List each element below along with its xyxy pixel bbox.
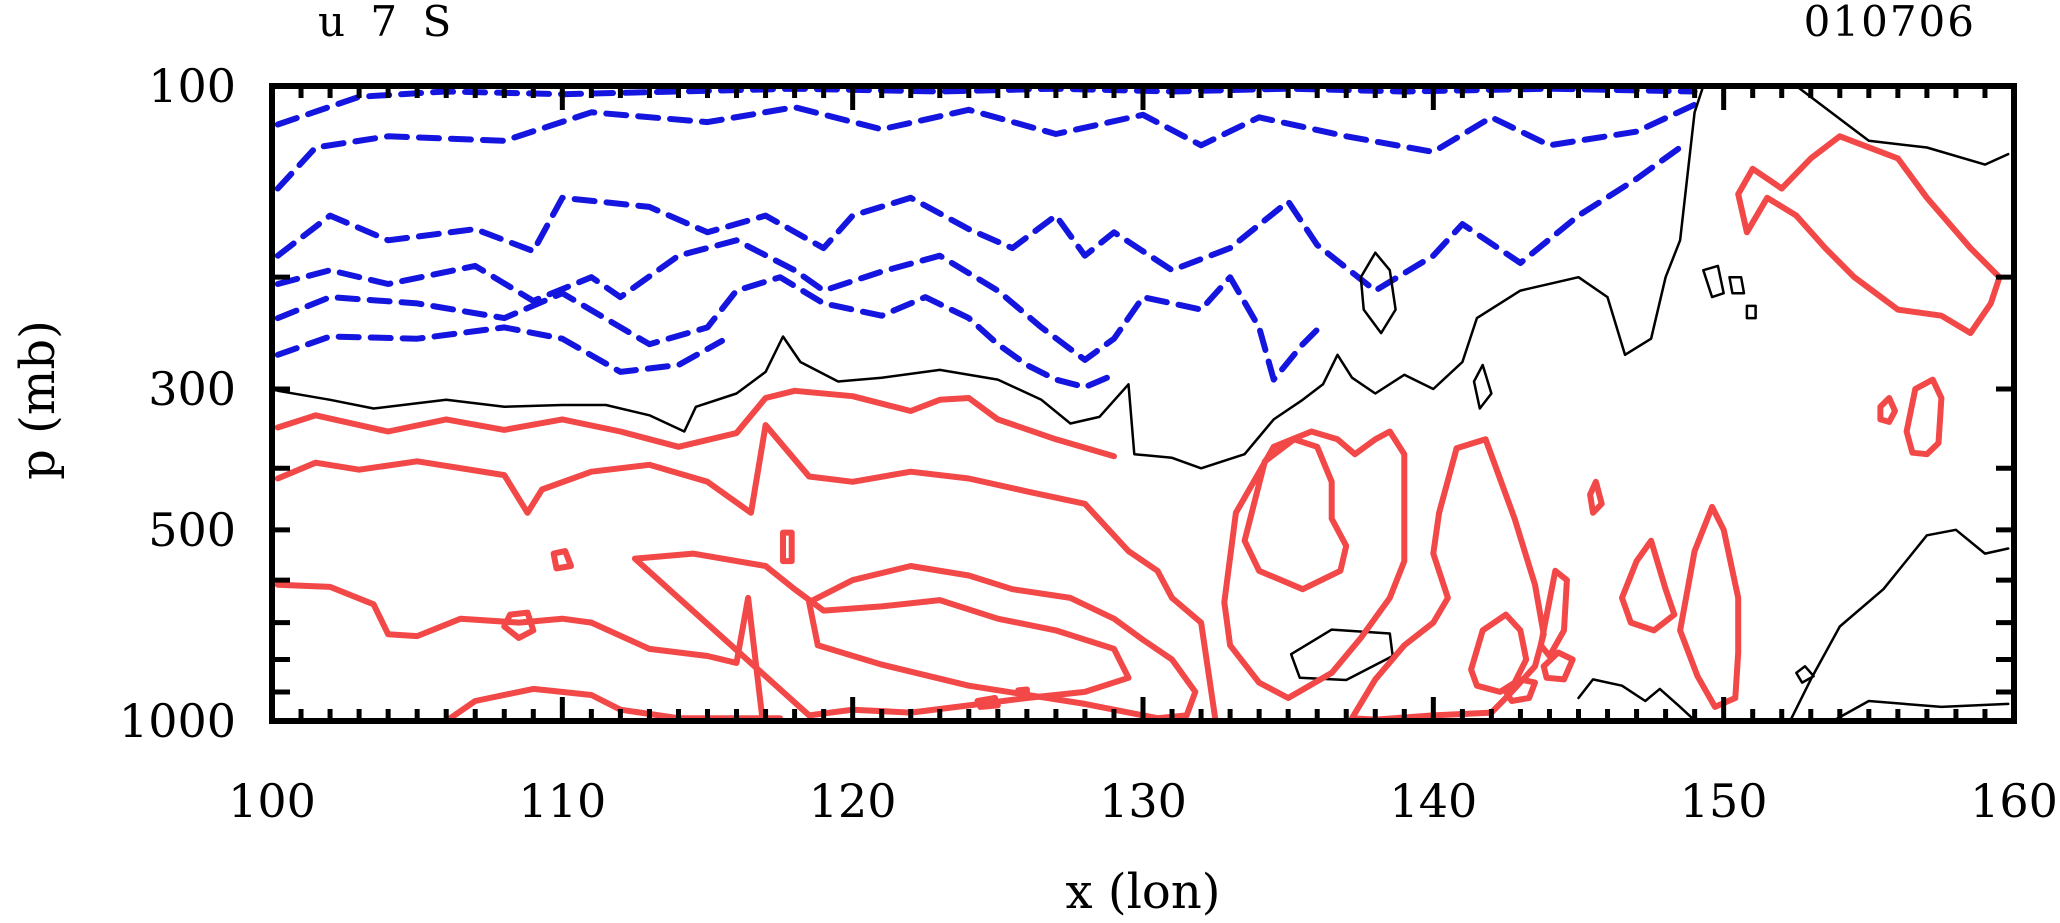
negative-contour-2	[274, 144, 1684, 294]
zero-contour-1	[1359, 251, 1397, 335]
zero-contour-7	[1795, 86, 2010, 166]
zero-contour-6	[1745, 304, 1757, 320]
negative-contour-5	[274, 324, 725, 375]
y-tick-label-500: 500	[148, 503, 236, 557]
positive-contour-14	[1468, 611, 1530, 695]
zero-contour-2	[1472, 363, 1493, 410]
positive-contour-8	[501, 609, 537, 641]
positive-contour-4	[631, 550, 1132, 719]
negative-contour-4	[274, 274, 1117, 391]
negative-contour-1	[274, 101, 1698, 192]
positive-contour-10	[1015, 686, 1030, 696]
positive-contour-12	[1221, 428, 1408, 701]
positive-contour-20	[1677, 503, 1742, 710]
y-tick-label-300: 300	[148, 362, 236, 416]
positive-contour-18	[1587, 478, 1605, 516]
positive-contour-23	[1903, 376, 1945, 458]
title-right: 010706	[1804, 0, 1976, 46]
positive-contour-5	[806, 563, 1199, 721]
zero-contour-4	[1702, 264, 1725, 299]
zero-contour-10	[1832, 699, 2010, 721]
positive-contour-6	[550, 548, 574, 572]
positive-contour-2	[274, 581, 766, 721]
positive-contour-15	[1502, 676, 1538, 704]
zero-contour-8	[1577, 678, 1696, 721]
y-axis-label: p (mb)	[10, 320, 66, 480]
x-tick-label-120: 120	[809, 774, 897, 828]
x-tick-label-130: 130	[1099, 774, 1187, 828]
title-left: u 7 S	[318, 0, 457, 46]
x-axis-label: x (lon)	[1066, 864, 1221, 920]
positive-contour-7	[780, 529, 795, 565]
y-tick-labels: 100 300 500 1000	[119, 59, 236, 748]
positive-contour-1	[274, 422, 1219, 721]
tick-layer	[269, 83, 2017, 724]
x-tick-label-110: 110	[518, 774, 606, 828]
x-tick-labels: 100 110 120 130 140 150 160	[228, 774, 2058, 828]
positive-contour-17	[1537, 567, 1570, 659]
zero-contour-5	[1728, 275, 1746, 295]
positive-contour-22	[1877, 395, 1898, 425]
positive-contour-9	[974, 695, 1001, 710]
zero-contour-9	[1789, 528, 2010, 721]
positive-contour-21	[1735, 133, 2003, 337]
y-tick-label-1000: 1000	[119, 694, 236, 748]
negative-contour-3	[274, 237, 1321, 383]
x-tick-label-160: 160	[1970, 774, 2058, 828]
positive-contour-16	[1540, 649, 1576, 683]
positive-contour-19	[1619, 537, 1678, 634]
zero-contour-11	[1795, 665, 1815, 684]
positive-contour-13	[1349, 436, 1547, 721]
zero-contour-0	[276, 86, 1705, 470]
x-tick-label-100: 100	[228, 774, 316, 828]
positive-contour-11	[1241, 436, 1350, 593]
y-tick-label-100: 100	[148, 59, 236, 113]
x-tick-label-150: 150	[1680, 774, 1768, 828]
x-tick-label-140: 140	[1389, 774, 1477, 828]
positive-contour-0	[274, 387, 1117, 460]
